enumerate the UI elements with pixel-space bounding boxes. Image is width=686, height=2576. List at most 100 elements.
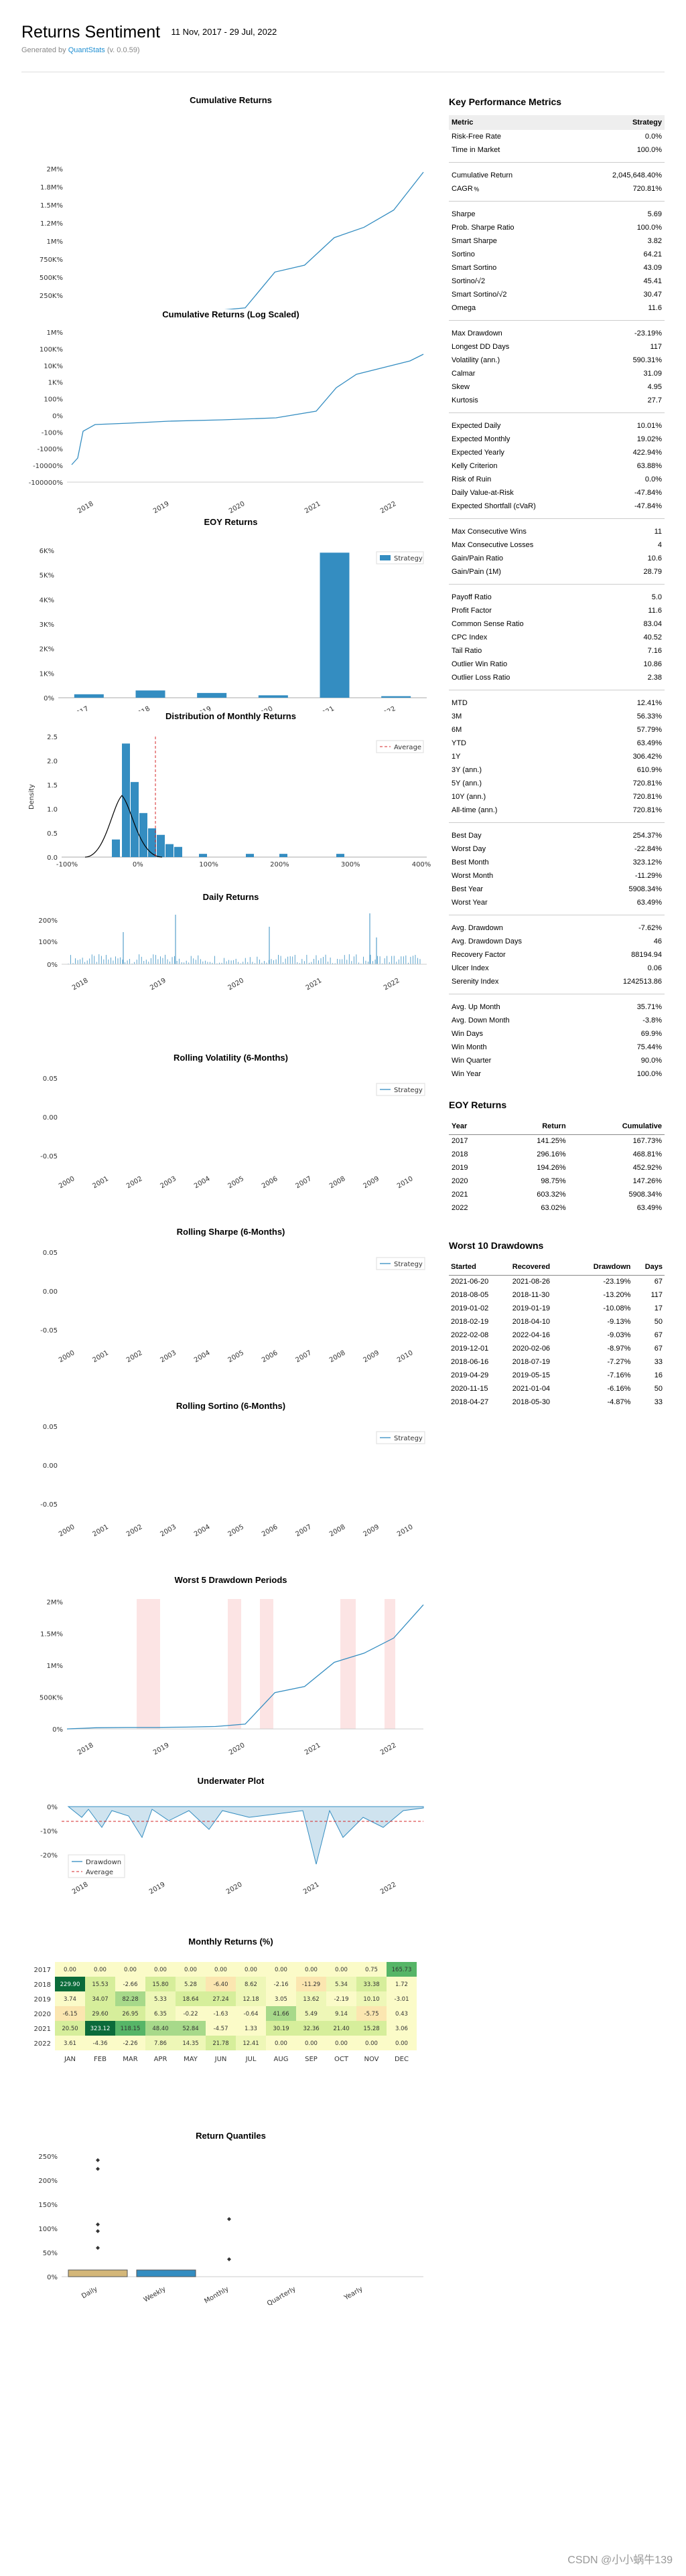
chart-rollvol: Rolling Volatility (6-Months) 0.05 0.00 -0.… xyxy=(21,1053,440,1227)
heatmap-value: 6.35 xyxy=(154,2011,167,2018)
metric-name: Omega xyxy=(452,304,476,312)
chart-svg-monthly: 2017 0.00 0.00 0.00 0.00 0.00 0.00 0.00 0.00 0.00… xyxy=(34,1962,417,2063)
heatmap-cell xyxy=(236,1962,266,1977)
x-tick-label: 2008 xyxy=(328,1175,347,1190)
metric-row: Win Quarter 90.0% xyxy=(449,1054,665,1067)
metric-name: Profit Factor xyxy=(452,607,492,615)
metric-name: Prob. Sharpe Ratio xyxy=(452,224,514,232)
heatmap-cell xyxy=(206,2006,236,2021)
heatmap-cell xyxy=(115,2021,145,2036)
y-tick-label: 500K% xyxy=(40,1695,63,1702)
heatmap-col-label: APR xyxy=(154,2056,167,2063)
heatmap-cell xyxy=(115,2006,145,2021)
y-tick-label: 500K% xyxy=(40,275,63,282)
x-tick-label: 2010 xyxy=(396,1523,415,1538)
chart-rollsharpe: Rolling Sharpe (6-Months) 0.05 0.00 -0.05 20… xyxy=(21,1227,440,1401)
metric-separator xyxy=(449,684,665,690)
heatmap-cell xyxy=(296,2006,326,2021)
x-tick-label: 2019 xyxy=(152,500,171,515)
heatmap-cell xyxy=(145,2036,176,2050)
y-tick-label: -100000% xyxy=(29,479,63,487)
x-tick-label: 2020 xyxy=(256,705,275,711)
eoy-cell: 147.26% xyxy=(632,1177,662,1185)
drawdown-cell: 67 xyxy=(654,1278,663,1286)
eoy-cell: 2021 xyxy=(452,1191,468,1199)
outlier-point xyxy=(227,2257,231,2261)
x-tick-label: 2001 xyxy=(91,1175,110,1190)
metric-name: Sharpe xyxy=(452,210,476,218)
heatmap-cell xyxy=(145,2021,176,2036)
drawdown-cell: 50 xyxy=(654,1318,663,1326)
chart-daily: Daily Returns 200% 100% 0% 2018 2019 2020 2021 2… xyxy=(21,892,440,1053)
drawdown-cell: 2022-04-16 xyxy=(512,1331,551,1339)
heatmap-value: 34.07 xyxy=(92,1996,108,2003)
heatmap-cell xyxy=(266,2036,296,2050)
drawdown-cell: -10.08% xyxy=(603,1304,631,1312)
drawdown-cell: 17 xyxy=(654,1304,663,1312)
charts-column: Cumulative Returns 2M% 1.8M% 1.5M% 1.2M% 1M% 7… xyxy=(21,95,440,2318)
eoy-bar xyxy=(74,694,104,698)
heatmap-cell xyxy=(296,1977,326,1991)
heatmap-cell xyxy=(296,2021,326,2036)
dist-bar xyxy=(165,844,174,857)
x-tick-label: 2000 xyxy=(58,1175,76,1190)
y-tick-label: 0.05 xyxy=(43,1424,58,1431)
drawdown-cell: -7.16% xyxy=(607,1371,631,1379)
drawdown-row: 2020-11-15 2021-01-04 -6.16% 50 xyxy=(449,1382,665,1395)
y-tick-label: -0.05 xyxy=(40,1153,58,1160)
x-tick-label: 2009 xyxy=(362,1523,381,1538)
metric-value: 10.86 xyxy=(643,660,662,668)
drawdown-row: 2018-08-05 2018-11-30 -13.20% 117 xyxy=(449,1288,665,1302)
heatmap-cell xyxy=(296,1991,326,2006)
generated-prefix: Generated by xyxy=(21,46,68,54)
metric-name: 1Y xyxy=(452,753,461,761)
y-tick-label: 2K% xyxy=(40,646,54,654)
metric-row: Max Consecutive Losses 4 xyxy=(449,538,665,552)
drawdown-shade xyxy=(260,1599,273,1729)
chart-svg-rollsharpe: 0.05 0.00 -0.05 2000 2001 2002 2003 2004 2005 200… xyxy=(40,1249,425,1364)
drawdown-cell: 2019-04-29 xyxy=(451,1371,489,1379)
metric-row: 6M 57.79% xyxy=(449,723,665,737)
y-tick-label: -20% xyxy=(40,1852,58,1860)
heatmap-cell xyxy=(55,2006,85,2021)
drawdown-area xyxy=(67,1806,424,1865)
metric-value: 422.94% xyxy=(632,449,662,457)
metric-row: 3Y (ann.) 610.9% xyxy=(449,763,665,777)
metric-name: 3Y (ann.) xyxy=(452,766,482,774)
eoy-cell: 452.92% xyxy=(632,1164,662,1172)
drawdown-cell: -13.20% xyxy=(603,1291,631,1299)
x-tick-label: 2018 xyxy=(71,1881,90,1896)
heatmap-value: 229.90 xyxy=(60,1981,80,1988)
eoy-cell: 2019 xyxy=(452,1164,468,1172)
metric-value: 323.12% xyxy=(632,858,662,866)
y-tick-label: 50% xyxy=(43,2250,58,2257)
metric-value: 63.49% xyxy=(636,739,662,747)
x-tick-label: 2021 xyxy=(303,500,322,515)
drawdown-cell: -4.87% xyxy=(607,1398,631,1406)
metric-row: Expected Monthly 19.02% xyxy=(449,433,665,446)
watermark: CSDN @小小蜗牛139 xyxy=(567,2555,673,2566)
y-tick-label: 1.0 xyxy=(47,806,58,814)
heatmap-value: 0.00 xyxy=(154,1967,167,1973)
heatmap-value: 8.62 xyxy=(245,1981,257,1988)
metric-name: Avg. Drawdown Days xyxy=(452,937,522,945)
x-tick-label: 2009 xyxy=(362,1349,381,1364)
x-tick-label: 400% xyxy=(412,861,431,868)
x-tick-label: 2019 xyxy=(149,977,167,992)
drawdown-cell: 2018-06-16 xyxy=(451,1358,489,1366)
metric-value: 720.81% xyxy=(632,806,662,814)
metric-row: Gain/Pain Ratio 10.6 xyxy=(449,552,665,565)
drawdown-shade xyxy=(137,1599,160,1729)
metric-name: YTD xyxy=(452,739,466,747)
drawdown-shade xyxy=(385,1599,395,1729)
y-tick-label: 6K% xyxy=(40,548,54,555)
chart-cumulative: Cumulative Returns 2M% 1.8M% 1.5M% 1.2M% 1M% 7… xyxy=(21,95,440,338)
x-tick-label: Monthly xyxy=(203,2285,230,2305)
x-tick-label: 2003 xyxy=(159,1349,178,1364)
metric-row: Sortino/√2 45.41 xyxy=(449,275,665,288)
quantstats-link[interactable]: QuantStats xyxy=(68,46,105,54)
x-tick-label: 2000 xyxy=(58,1523,76,1538)
eoy-bar xyxy=(197,692,227,698)
metric-row: YTD 63.49% xyxy=(449,737,665,750)
chart-title-cumulative: Cumulative Returns xyxy=(190,95,272,105)
